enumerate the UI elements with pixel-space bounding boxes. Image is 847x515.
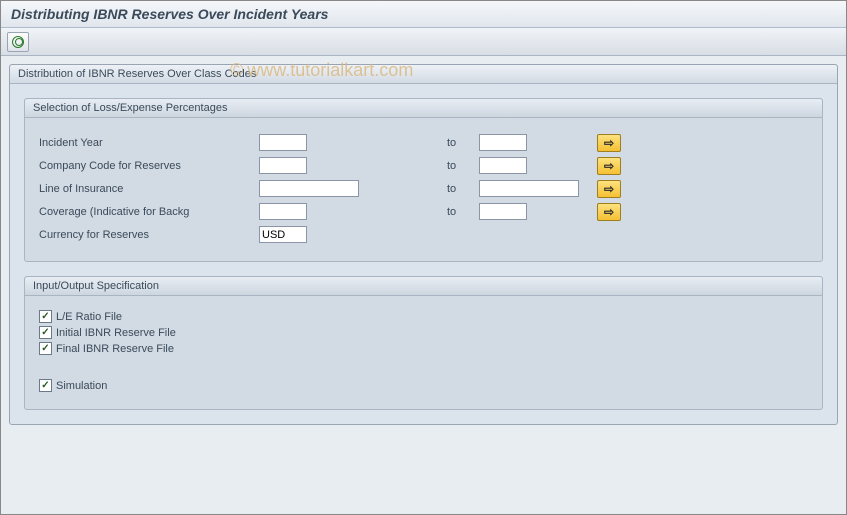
row-final-ibnr: ✓ Final IBNR Reserve File <box>25 342 822 355</box>
label-le-ratio: L/E Ratio File <box>56 311 122 323</box>
selection-groupbox-title: Selection of Loss/Expense Percentages <box>25 99 822 118</box>
main-groupbox: Distribution of IBNR Reserves Over Class… <box>9 64 838 425</box>
input-currency[interactable] <box>259 226 307 243</box>
main-groupbox-title: Distribution of IBNR Reserves Over Class… <box>10 65 837 84</box>
execute-button[interactable] <box>7 32 29 52</box>
execute-icon <box>12 36 24 48</box>
row-coverage: Coverage (Indicative for Backg to ⇨ <box>25 201 822 222</box>
label-simulation: Simulation <box>56 380 107 392</box>
label-company-code: Company Code for Reserves <box>39 160 259 172</box>
selection-groupbox: Selection of Loss/Expense Percentages In… <box>24 98 823 262</box>
row-initial-ibnr: ✓ Initial IBNR Reserve File <box>25 326 822 339</box>
to-label: to <box>359 183 479 195</box>
label-currency: Currency for Reserves <box>39 229 259 241</box>
to-label: to <box>359 137 479 149</box>
to-label: to <box>359 160 479 172</box>
arrow-right-icon: ⇨ <box>604 137 614 149</box>
io-groupbox: Input/Output Specification ✓ L/E Ratio F… <box>24 276 823 410</box>
row-le-ratio: ✓ L/E Ratio File <box>25 310 822 323</box>
input-company-code-to[interactable] <box>479 157 527 174</box>
input-incident-year-to[interactable] <box>479 134 527 151</box>
multi-select-company-code-button[interactable]: ⇨ <box>597 157 621 175</box>
io-groupbox-title: Input/Output Specification <box>25 277 822 296</box>
checkbox-simulation[interactable]: ✓ <box>39 379 52 392</box>
multi-select-coverage-button[interactable]: ⇨ <box>597 203 621 221</box>
row-currency: Currency for Reserves <box>25 224 822 245</box>
input-line-of-insurance-from[interactable] <box>259 180 359 197</box>
input-coverage-to[interactable] <box>479 203 527 220</box>
checkbox-final-ibnr[interactable]: ✓ <box>39 342 52 355</box>
label-coverage: Coverage (Indicative for Backg <box>39 206 259 218</box>
row-company-code: Company Code for Reserves to ⇨ <box>25 155 822 176</box>
multi-select-line-of-insurance-button[interactable]: ⇨ <box>597 180 621 198</box>
input-company-code-from[interactable] <box>259 157 307 174</box>
input-line-of-insurance-to[interactable] <box>479 180 579 197</box>
arrow-right-icon: ⇨ <box>604 206 614 218</box>
arrow-right-icon: ⇨ <box>604 183 614 195</box>
to-label: to <box>359 206 479 218</box>
input-coverage-from[interactable] <box>259 203 307 220</box>
label-initial-ibnr: Initial IBNR Reserve File <box>56 327 176 339</box>
window-title: Distributing IBNR Reserves Over Incident… <box>1 1 846 28</box>
label-line-of-insurance: Line of Insurance <box>39 183 259 195</box>
checkbox-initial-ibnr[interactable]: ✓ <box>39 326 52 339</box>
input-incident-year-from[interactable] <box>259 134 307 151</box>
multi-select-incident-year-button[interactable]: ⇨ <box>597 134 621 152</box>
application-toolbar <box>1 28 846 56</box>
checkbox-le-ratio[interactable]: ✓ <box>39 310 52 323</box>
label-incident-year: Incident Year <box>39 137 259 149</box>
row-line-of-insurance: Line of Insurance to ⇨ <box>25 178 822 199</box>
row-incident-year: Incident Year to ⇨ <box>25 132 822 153</box>
row-simulation: ✓ Simulation <box>25 379 822 392</box>
label-final-ibnr: Final IBNR Reserve File <box>56 343 174 355</box>
arrow-right-icon: ⇨ <box>604 160 614 172</box>
